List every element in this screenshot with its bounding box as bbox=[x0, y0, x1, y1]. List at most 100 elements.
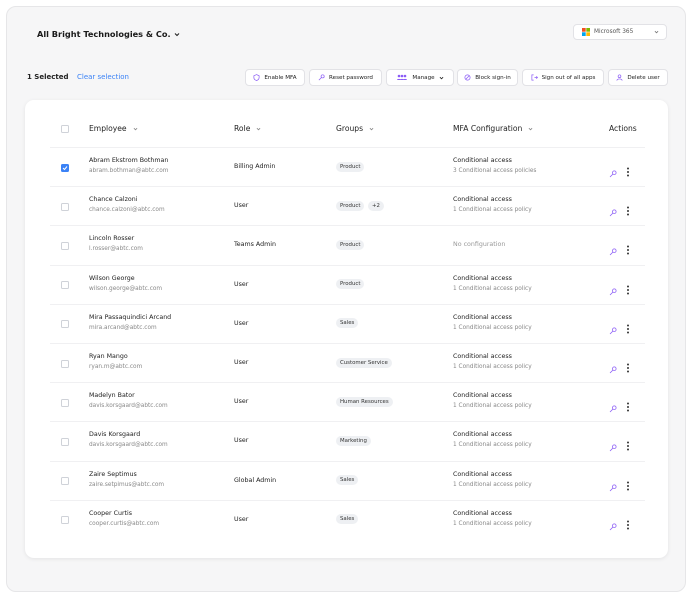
more-actions[interactable] bbox=[625, 436, 631, 455]
group-more[interactable]: +2 bbox=[368, 200, 384, 211]
row-checkbox[interactable] bbox=[61, 359, 69, 368]
group-pill: Product bbox=[336, 279, 365, 290]
more-actions[interactable] bbox=[625, 358, 631, 377]
column-header[interactable]: Employee bbox=[89, 124, 138, 133]
role-text: User bbox=[234, 280, 249, 288]
group-pill: Sales bbox=[336, 318, 359, 329]
header-checkbox[interactable] bbox=[61, 125, 69, 133]
more-actions[interactable] bbox=[625, 515, 631, 534]
role-text: User bbox=[234, 437, 249, 445]
employee-email-text: abram.bothman@abtc.com bbox=[89, 168, 169, 174]
button-label[interactable]: Reset password bbox=[329, 74, 373, 81]
employee-email-text: mira.arcand@abtc.com bbox=[89, 324, 157, 331]
row-separator bbox=[50, 382, 645, 384]
row-checkbox[interactable] bbox=[61, 241, 69, 250]
employee-email: abram.bothman@abtc.com bbox=[89, 168, 168, 174]
mfa-type-text: Conditional access bbox=[453, 196, 512, 204]
toolbar-button[interactable]: Delete user bbox=[608, 69, 668, 86]
reset-password-action[interactable] bbox=[609, 163, 617, 182]
more-actions[interactable] bbox=[625, 319, 631, 338]
org-switcher[interactable]: All Bright Technologies & Co. bbox=[37, 29, 180, 39]
row-checkbox[interactable] bbox=[61, 516, 69, 525]
employee-name-text: Zaire Septimus bbox=[89, 470, 137, 478]
mfa-type: Conditional access bbox=[453, 471, 512, 478]
row-checkbox[interactable] bbox=[61, 202, 69, 211]
row-checkbox[interactable] bbox=[61, 281, 69, 290]
employee-name-text: Cooper Curtis bbox=[89, 509, 133, 517]
clear-selection[interactable]: Clear selection bbox=[77, 73, 129, 81]
reset-password-action[interactable] bbox=[609, 437, 617, 456]
toolbar-button[interactable]: Block sign-in bbox=[457, 69, 518, 86]
tenant-select[interactable]: Microsoft 365 bbox=[573, 24, 667, 40]
group-pill-text: Product bbox=[340, 163, 361, 170]
role-text: Teams Admin bbox=[234, 241, 276, 249]
reset-password-action[interactable] bbox=[609, 320, 617, 339]
employee-name: Ryan Mango bbox=[89, 353, 128, 360]
reset-password-action[interactable] bbox=[609, 241, 617, 260]
column-header[interactable]: MFA Configuration bbox=[453, 124, 533, 133]
role-text: User bbox=[234, 398, 249, 406]
column-header[interactable]: Groups bbox=[336, 124, 374, 133]
column-header[interactable]: Role bbox=[234, 124, 261, 133]
row-checkbox[interactable] bbox=[61, 320, 69, 329]
column-header-text[interactable]: MFA Configuration bbox=[453, 124, 523, 133]
mfa-type: No configuration bbox=[453, 241, 505, 248]
employee-name-text: Abram Ekstrom Bothman bbox=[89, 157, 169, 164]
more-actions[interactable] bbox=[625, 397, 631, 416]
mfa-policy: 1 Conditional access policy bbox=[453, 325, 532, 331]
row-checkbox[interactable] bbox=[61, 398, 69, 407]
org-name[interactable]: All Bright Technologies & Co. bbox=[37, 29, 171, 39]
toolbar-button[interactable]: Enable MFA bbox=[245, 69, 305, 86]
more-actions[interactable] bbox=[625, 476, 631, 495]
button-label[interactable]: Enable MFA bbox=[264, 74, 297, 81]
mfa-type-text: Conditional access bbox=[453, 470, 512, 478]
employee-email-text: zaire.setpimus@abtc.com bbox=[89, 481, 165, 488]
row-checkbox[interactable] bbox=[61, 437, 69, 446]
column-header-text[interactable]: Groups bbox=[336, 124, 364, 133]
more-actions[interactable] bbox=[625, 201, 631, 220]
button-label[interactable]: Manage bbox=[412, 74, 435, 81]
button-label[interactable]: Sign out of all apps bbox=[541, 74, 596, 81]
employee-email: ryan.m@abtc.com bbox=[89, 364, 142, 370]
reset-password-action[interactable] bbox=[609, 202, 617, 221]
more-actions[interactable] bbox=[625, 240, 631, 259]
mfa-policy: 1 Conditional access policy bbox=[453, 286, 532, 292]
employee-name-text: Davis Korsgaard bbox=[89, 431, 141, 439]
reset-password-action[interactable] bbox=[609, 281, 617, 300]
mfa-policy-text: 1 Conditional access policy bbox=[453, 285, 532, 292]
mfa-type: Conditional access bbox=[453, 157, 512, 164]
row-checkbox[interactable] bbox=[61, 477, 69, 486]
reset-password-action[interactable] bbox=[609, 477, 617, 496]
employee-email-text: l.rosser@abtc.com bbox=[89, 246, 143, 253]
group-more-text[interactable]: +2 bbox=[372, 202, 380, 209]
row-checkbox[interactable] bbox=[61, 163, 69, 172]
group-pill: Product bbox=[336, 239, 365, 250]
employee-name-text: Lincoln Rosser bbox=[89, 235, 135, 243]
mfa-type-text: Conditional access bbox=[453, 274, 512, 282]
column-header-text[interactable]: Employee bbox=[89, 124, 127, 133]
role-text: User bbox=[234, 515, 249, 523]
reset-password-action[interactable] bbox=[609, 359, 617, 378]
row-separator bbox=[50, 499, 645, 501]
group-pill-text: Sales bbox=[340, 516, 355, 523]
employee-email: zaire.setpimus@abtc.com bbox=[89, 482, 164, 488]
button-label[interactable]: Block sign-in bbox=[475, 74, 511, 81]
button-label[interactable]: Delete user bbox=[627, 74, 660, 81]
role: User bbox=[234, 398, 248, 405]
employee-name-text: Ryan Mango bbox=[89, 353, 128, 360]
role: User bbox=[234, 359, 248, 366]
reset-password-action[interactable] bbox=[609, 398, 617, 417]
employee-email-text: wilson.george@abtc.com bbox=[89, 285, 163, 292]
column-header-text[interactable]: Role bbox=[234, 124, 251, 133]
mfa-policy-text: 1 Conditional access policy bbox=[453, 442, 532, 449]
reset-password-action[interactable] bbox=[609, 516, 617, 535]
group-pill-text: Product bbox=[340, 202, 361, 209]
toolbar-button[interactable]: Reset password bbox=[309, 69, 382, 86]
group-pill-text: Human Resources bbox=[340, 398, 389, 405]
more-actions[interactable] bbox=[625, 162, 631, 181]
row-separator bbox=[50, 225, 645, 227]
more-actions[interactable] bbox=[625, 280, 631, 299]
toolbar-button[interactable]: Manage bbox=[386, 69, 454, 86]
row-separator bbox=[50, 264, 645, 266]
toolbar-button[interactable]: Sign out of all apps bbox=[522, 69, 604, 86]
